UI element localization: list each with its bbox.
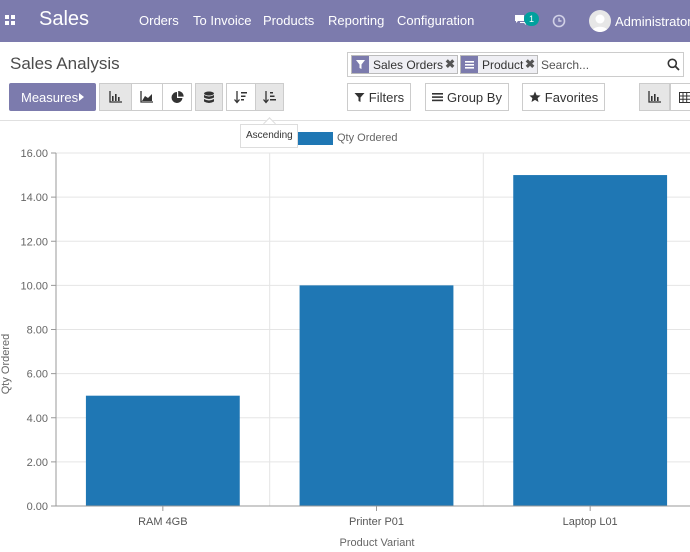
y-tick-label: 12.00 [20, 236, 48, 248]
y-tick-label: 4.00 [27, 413, 48, 425]
group-by-button[interactable]: Group By [425, 83, 509, 111]
y-tick-label: 14.00 [20, 192, 48, 204]
sort-ascending-button[interactable] [255, 83, 284, 111]
facet-product[interactable]: Product ✖ [460, 55, 538, 74]
filter-icon [352, 56, 369, 73]
y-axis-label: Qty Ordered [0, 334, 12, 395]
x-tick-label: RAM 4GB [138, 516, 188, 528]
menu-to-invoice[interactable]: To Invoice [193, 13, 252, 28]
y-tick-label: 16.00 [20, 148, 48, 160]
bar-printer-p01[interactable] [299, 285, 454, 506]
menu-configuration[interactable]: Configuration [397, 13, 475, 28]
menu-reporting[interactable]: Reporting [328, 13, 385, 28]
bar-chart: 0.00 2.00 4.00 6.00 8.00 10.00 12.00 14.00 16.00… [0, 148, 690, 549]
user-avatar[interactable] [589, 10, 611, 32]
search-input[interactable] [541, 56, 661, 73]
line-chart-mode-button[interactable] [131, 83, 162, 111]
area-chart-icon [140, 91, 153, 103]
graph-view-button[interactable] [639, 83, 670, 111]
close-icon[interactable]: ✖ [445, 57, 456, 71]
user-name[interactable]: Administrator [615, 14, 690, 29]
search-icon[interactable] [667, 58, 680, 71]
page-title: Sales Analysis [10, 54, 120, 73]
star-icon [529, 91, 541, 102]
y-tick-label: 8.00 [27, 325, 48, 337]
bar-laptop-l01[interactable] [513, 175, 668, 506]
chat-count-badge: 1 [524, 12, 539, 26]
user-silhouette-icon [592, 14, 608, 32]
apps-menu-icon[interactable] [5, 15, 16, 26]
x-tick-label: Laptop L01 [563, 516, 618, 528]
facet-label: Product [482, 58, 524, 72]
x-axis-label: Product Variant [339, 537, 414, 549]
stacked-button[interactable] [195, 83, 223, 111]
sort-tooltip: Ascending [240, 124, 298, 148]
filters-button[interactable]: Filters [347, 83, 411, 111]
search-bar[interactable]: Sales Orders ✖ Product ✖ [347, 52, 684, 77]
close-icon[interactable]: ✖ [525, 57, 536, 71]
sort-descending-icon [234, 90, 247, 104]
y-tick-label: 10.00 [20, 280, 48, 292]
bars-icon [432, 93, 444, 102]
bar-chart-icon [647, 91, 661, 103]
x-tick-label: Printer P01 [349, 516, 404, 528]
menu-orders[interactable]: Orders [139, 13, 179, 28]
menu-products[interactable]: Products [263, 13, 315, 28]
caret-right-icon [79, 93, 84, 101]
legend-label[interactable]: Qty Ordered [337, 132, 398, 144]
facet-label: Sales Orders [373, 58, 444, 72]
facet-sales-orders[interactable]: Sales Orders ✖ [351, 55, 458, 74]
y-tick-label: 2.00 [27, 457, 48, 469]
pivot-view-button[interactable] [670, 83, 690, 111]
pie-chart-mode-button[interactable] [162, 83, 192, 111]
favorites-button[interactable]: Favorites [522, 83, 605, 111]
groupby-icon [461, 56, 478, 73]
control-panel-divider [0, 120, 690, 121]
legend-swatch[interactable] [298, 132, 333, 145]
y-tick-label: 6.00 [27, 369, 48, 381]
measures-button[interactable]: Measures [9, 83, 96, 111]
app-brand[interactable]: Sales [39, 8, 90, 30]
top-navbar: Sales Orders To Invoice Products Reporti… [0, 0, 690, 42]
table-icon [679, 91, 690, 103]
y-tick-label: 0.00 [27, 501, 48, 513]
bar-chart-mode-button[interactable] [99, 83, 131, 111]
sort-descending-button[interactable] [226, 83, 255, 111]
bar-chart-icon [108, 91, 122, 103]
database-icon [204, 91, 214, 103]
pie-chart-icon [171, 90, 184, 103]
filter-icon [354, 92, 365, 102]
bar-ram-4gb[interactable] [85, 395, 240, 506]
sort-ascending-icon [262, 90, 276, 104]
clock-icon[interactable] [552, 14, 566, 28]
